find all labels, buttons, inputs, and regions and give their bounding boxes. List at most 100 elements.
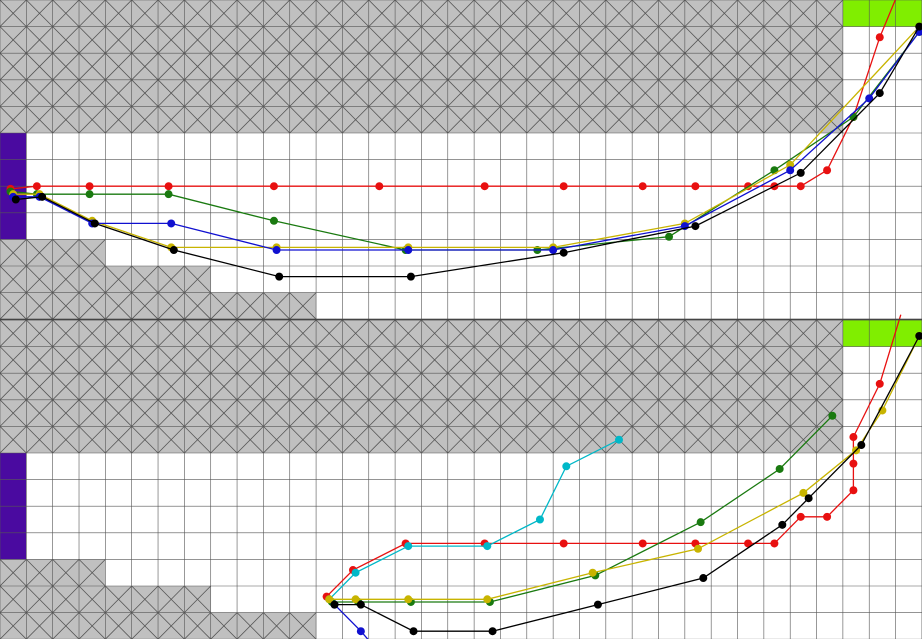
obstacle-cross: [368, 26, 396, 54]
obstacle-cross: [763, 52, 791, 81]
obstacle-cross: [342, 106, 370, 134]
obstacle-cross: [500, 79, 528, 107]
obstacle-cross: [0, 26, 27, 54]
obstacle-cross: [658, 79, 686, 107]
obstacle-cross: [447, 106, 475, 134]
obstacle-cross: [184, 106, 212, 134]
obstacle-cross: [157, 612, 185, 639]
obstacle-cross: [579, 372, 607, 401]
obstacle-cross: [105, 399, 132, 427]
path-point: [351, 568, 360, 577]
obstacle-cross: [105, 319, 132, 347]
obstacle-cross: [368, 0, 396, 27]
path-point: [614, 435, 623, 444]
obstacle-cross: [157, 52, 185, 81]
obstacle-cross: [157, 426, 185, 454]
obstacle-cross: [816, 79, 844, 107]
obstacle-cross: [26, 79, 53, 107]
path-point: [638, 182, 647, 191]
obstacle-cross: [210, 106, 238, 134]
obstacle-cross: [210, 612, 238, 639]
obstacle-cross: [631, 399, 659, 427]
obstacle-cross: [26, 319, 53, 347]
obstacle-cross: [105, 292, 132, 320]
start-cell: [0, 479, 27, 507]
obstacle-cross: [658, 319, 686, 347]
obstacle-cross: [263, 292, 291, 320]
obstacle-cross: [263, 106, 291, 134]
grid-lines: [0, 0, 922, 320]
path-point: [90, 219, 99, 228]
obstacle-cross: [0, 106, 27, 134]
goal-cell: [869, 0, 896, 27]
obstacle-cross: [289, 399, 317, 427]
obstacle-cross: [210, 426, 238, 454]
obstacle-cross: [52, 0, 80, 27]
obstacle-cross: [105, 612, 132, 639]
path-point: [85, 182, 94, 191]
obstacle-cross: [78, 52, 106, 81]
path-point: [269, 182, 278, 191]
goal-cell: [869, 320, 896, 347]
obstacle-cross: [421, 26, 449, 54]
obstacle-cross: [157, 106, 185, 134]
obstacle-cross: [157, 79, 185, 107]
path-point: [562, 462, 571, 471]
obstacle-cross: [26, 26, 53, 54]
obstacle-cross: [526, 0, 554, 27]
obstacle-cross: [26, 372, 53, 401]
obstacle-cross: [710, 52, 738, 81]
path-point: [11, 195, 20, 204]
obstacle-cross: [605, 52, 633, 81]
obstacle-cross: [315, 426, 343, 454]
path-point: [535, 515, 544, 524]
obstacle-cross: [710, 26, 738, 54]
obstacle-cross: [157, 26, 185, 54]
obstacle-cross: [631, 0, 659, 27]
obstacle-cross: [78, 559, 106, 587]
obstacle-cross: [368, 106, 396, 134]
obstacle-cross: [52, 559, 80, 587]
obstacle-cross: [473, 426, 501, 454]
obstacle-cross: [684, 346, 712, 374]
obstacle-cross: [0, 585, 27, 613]
obstacle-cross: [394, 399, 422, 427]
obstacle-cross: [52, 372, 80, 401]
obstacle-cross: [131, 79, 159, 107]
obstacle-cross: [789, 319, 817, 347]
obstacle-cross: [421, 79, 449, 107]
start-cell: [0, 159, 27, 187]
path-1: [6, 0, 896, 193]
obstacle-cross: [447, 426, 475, 454]
obstacle-cross: [789, 426, 817, 454]
obstacle-cross: [816, 52, 844, 81]
obstacle-cross: [263, 26, 291, 54]
obstacle-cross: [684, 399, 712, 427]
obstacle-cross: [315, 26, 343, 54]
obstacle-cross: [131, 292, 159, 320]
path-point: [272, 246, 281, 255]
obstacle-cross: [315, 52, 343, 81]
path-point: [406, 272, 415, 281]
path-point: [330, 600, 339, 609]
obstacle-cross: [184, 372, 212, 401]
obstacle-cross: [236, 106, 264, 134]
obstacle-cross: [263, 399, 291, 427]
obstacle-cross: [368, 426, 396, 454]
obstacle-cross: [131, 399, 159, 427]
obstacle-cross: [0, 372, 27, 401]
obstacle-cross: [78, 26, 106, 54]
obstacle-cross: [52, 346, 80, 374]
obstacle-cross: [579, 399, 607, 427]
path-point: [796, 512, 805, 521]
obstacle-cross: [500, 106, 528, 134]
obstacle-cross: [394, 26, 422, 54]
obstacle-cross: [26, 292, 53, 320]
obstacle-cross: [710, 319, 738, 347]
obstacle-cross: [26, 0, 53, 27]
path-point: [849, 433, 858, 442]
obstacle-cross: [658, 346, 686, 374]
obstacle-cross: [737, 319, 765, 347]
obstacle-cross: [78, 319, 106, 347]
obstacle-cross: [394, 346, 422, 374]
